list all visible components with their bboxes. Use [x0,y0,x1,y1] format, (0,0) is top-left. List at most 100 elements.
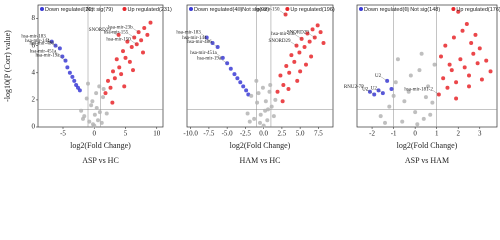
point [469,40,474,45]
point [415,122,420,127]
annotation: SNORD29 [287,31,309,36]
x-axis-label: log2(Fold Change) [70,141,131,150]
point [273,97,278,102]
legend-marker [122,7,127,11]
point [249,93,254,98]
point [315,23,320,28]
legend-label: Down regulated(6) [364,7,409,13]
annotation-leader [368,90,375,95]
point [471,51,476,56]
panel-subtitle: HAM vs HC [240,156,281,165]
annotation-leader [290,41,297,46]
point [104,111,109,116]
annotation: hsa-mir-451a [30,50,57,55]
point [479,77,484,82]
point [228,66,233,71]
point [127,59,132,64]
point [445,85,450,90]
legend-label: Up regulated(176) [456,7,500,13]
point [247,119,252,124]
point [387,104,392,109]
legend-marker [405,7,410,11]
x-tick-label: -2 [369,130,375,138]
point [305,31,310,36]
point [307,39,312,44]
x-tick-label: -7.5 [203,130,215,138]
annotation-leader [56,52,63,57]
point [111,69,115,74]
panel-subtitle: ASP vs HAM [405,156,449,165]
legend-label: Not sig(92) [242,7,269,13]
legend-label: Down regulated(20) [45,7,93,13]
x-axis-label: log2(Fold Change) [230,141,291,150]
panel: -5 0 5 10 0 2 4 6 8 Down regulated(20)Not sig(79)… [3,4,172,165]
point [90,99,95,104]
point [122,84,127,89]
point [451,35,456,40]
point [238,80,243,85]
point [266,107,271,112]
legend-label: Up regulated(196) [290,7,335,13]
point [131,68,135,73]
legend-marker [189,7,193,11]
point [441,76,446,81]
point [464,21,469,26]
point [406,89,411,94]
point [232,72,237,77]
point [286,87,291,92]
point [321,40,326,45]
x-tick-label: -10.0 [183,130,198,138]
annotation: hsa-mir-23b [271,32,296,37]
annotation: U2 [371,86,378,91]
point [477,46,482,51]
annotation-leader [432,90,439,95]
annotation: hsa-mir-181-2 [404,88,433,93]
point [467,84,471,89]
annotation: hsa-mir-19a [197,56,222,61]
annotation: hsa-mir-183 [176,31,201,36]
x-tick-label: 0 [413,130,417,138]
point [402,99,407,104]
point [148,20,153,25]
point [309,54,314,59]
point [129,45,134,50]
point [235,76,240,81]
point [255,100,260,105]
point [254,78,259,83]
point [265,118,270,123]
legend-marker [285,7,290,11]
x-axis-label: log2(Fold Change) [397,141,458,150]
panel: -10.0 -7.5 -5.0 -2.5 0.0 2.5 5.0 7.5 Down regula… [176,4,335,165]
annotation-leader [221,59,228,64]
point [81,116,85,121]
x-tick-label: 0.0 [259,130,268,138]
panel: -2 -1 0 1 2 3 Down regulated(6) Not sig(148) Up … [344,4,500,165]
point [295,78,300,83]
annotation-leader [128,33,135,38]
point [378,114,383,119]
point [447,62,452,67]
x-tick-label: 5.0 [296,130,305,138]
point [458,57,463,62]
point [112,76,117,81]
point [96,118,100,123]
point [87,119,92,124]
point [263,99,268,104]
annotation-leader [279,10,286,15]
point [449,68,454,73]
point [462,65,467,70]
annotation-leader [381,76,388,82]
point [145,32,150,37]
x-tick-label: 2.5 [278,130,287,138]
annotation: hsa-mir-150 [255,8,280,13]
point [97,110,102,115]
point [275,89,280,94]
point [94,106,99,111]
x-tick-label: 3 [478,130,482,138]
point [99,120,104,125]
point [106,78,110,83]
annotation: hsa-mir-486 [30,42,55,47]
point [258,120,262,125]
point [391,93,396,98]
point [297,50,302,55]
